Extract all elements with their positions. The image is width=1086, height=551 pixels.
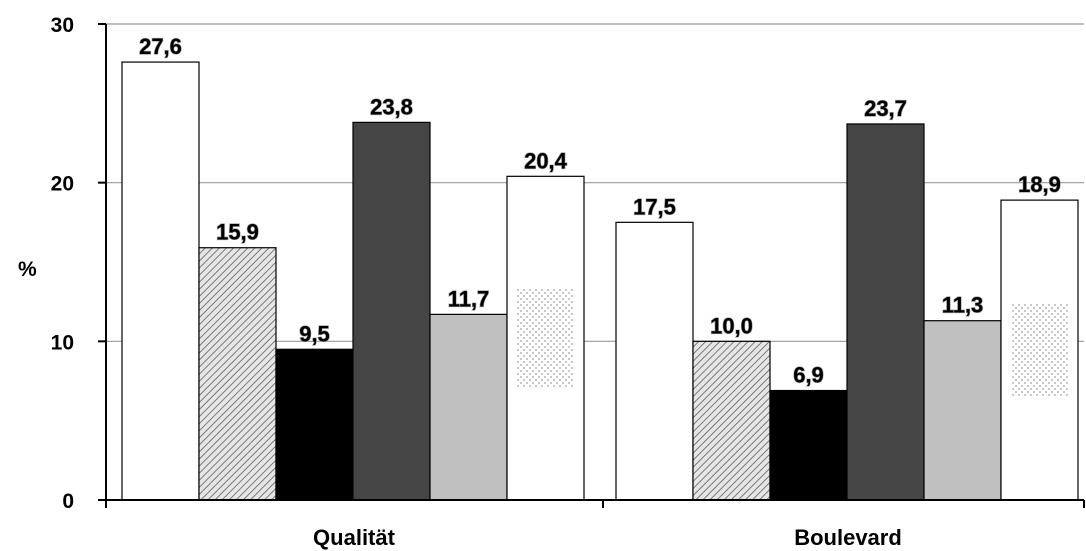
bar [923, 320, 1002, 501]
bar-value-label: 27,6 [139, 34, 182, 59]
bar [198, 247, 277, 501]
bar-value-label: 9,5 [299, 321, 330, 346]
value-labels: 27,6 15,9 9,5 23,8 11,7 20,4 17,5 10,0 6,9 23,7 11… [138, 33, 1061, 388]
bar [275, 348, 354, 501]
bars [121, 61, 1079, 501]
y-ticks: 0 10 20 30 [51, 14, 106, 513]
bar [769, 389, 848, 501]
y-tick-label: 10 [51, 331, 74, 354]
bar-value-label: 23,7 [864, 96, 907, 121]
bar [846, 123, 925, 501]
bar-dot-pattern [517, 287, 574, 389]
bar-value-label: 11,3 [942, 293, 984, 318]
bar-value-label: 17,5 [633, 194, 676, 219]
bar [121, 61, 200, 501]
bar [429, 313, 508, 501]
category-label: Boulevard [794, 525, 902, 550]
axes [105, 24, 1084, 501]
category-labels: Qualität Boulevard [105, 500, 1085, 550]
bar [692, 340, 771, 501]
bar-value-label: 11,7 [448, 286, 490, 311]
y-tick-label: 20 [51, 173, 74, 196]
bar-value-label: 23,8 [370, 94, 413, 119]
bar-value-label: 10,0 [710, 313, 753, 338]
bar [615, 221, 694, 501]
bar-value-label: 6,9 [793, 363, 824, 388]
bar-value-label: 15,9 [216, 220, 259, 245]
bar-value-label: 20,4 [524, 148, 568, 173]
bar-dot-pattern [1011, 303, 1068, 397]
category-label: Qualität [313, 525, 396, 550]
y-tick-label: 0 [62, 490, 74, 513]
bar-value-label: 18,9 [1018, 172, 1061, 197]
y-axis-unit-label: % [18, 258, 37, 281]
bar [352, 121, 431, 501]
y-tick-label: 30 [51, 14, 74, 37]
